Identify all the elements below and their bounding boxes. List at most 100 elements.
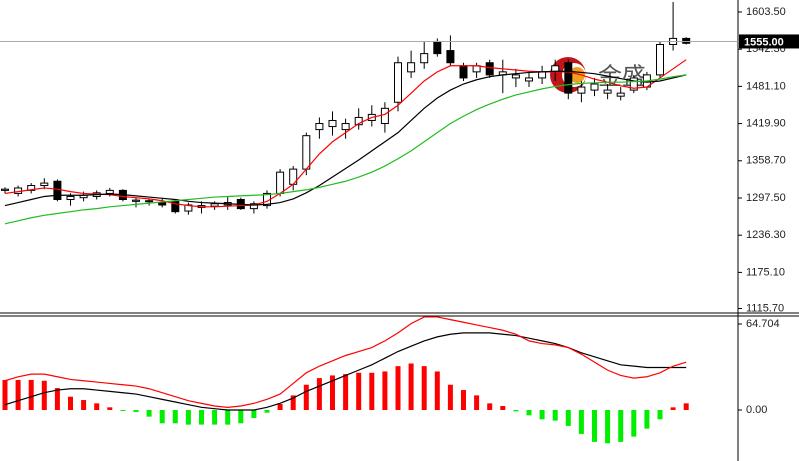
histogram-bar [343,374,349,410]
candle-body [459,65,468,79]
histogram-bar [500,406,506,410]
histogram-bar [487,403,493,410]
histogram-bar [382,371,388,410]
histogram-bar [434,371,440,410]
candle-body [538,71,547,79]
histogram-bar [54,388,60,410]
candle-body [132,199,140,202]
histogram-bar [199,409,204,425]
histogram-bar [15,379,21,410]
candle-body [616,92,625,97]
indicator-line [4,59,687,208]
histogram-bar [578,409,584,434]
y-tick-label: 1236.30 [746,229,786,241]
histogram-bar [474,395,480,410]
candle-body [328,119,337,128]
candle-body [629,77,638,91]
candle-body [394,62,402,103]
candle-body [433,40,442,55]
histogram-bar [330,375,335,410]
candle-body [66,195,75,201]
histogram-bar [225,409,231,425]
histogram-bar [447,384,453,410]
histogram-bar [94,403,100,410]
histogram-bar [565,409,571,426]
candle-body [171,200,180,213]
histogram-bar [618,409,624,442]
histogram-bar [264,409,270,413]
y-tick-label: 0.00 [746,404,767,416]
histogram-bar [212,409,218,425]
candle-body [380,107,389,125]
histogram-bar [68,396,73,410]
histogram-bar [552,409,558,421]
y-tick-label: 1358.70 [746,155,786,167]
current-price-box [739,34,799,49]
indicator-line [4,70,687,207]
candle-body [210,203,219,207]
histogram-bar [303,384,309,410]
histogram-bar [28,379,34,410]
candle-body [27,185,36,191]
histogram-bar [605,409,611,444]
histogram-bar [683,403,689,410]
logo-dot [569,67,585,83]
histogram-bar [159,409,165,424]
histogram-bar [513,409,519,412]
indicator-line [4,316,687,408]
candle-body [315,123,324,131]
candle-body [511,74,520,79]
candle-body [53,180,62,201]
histogram-bar [526,409,532,416]
histogram-bar [2,379,8,410]
histogram-bar [146,409,152,417]
candle-body [590,83,599,91]
histogram-bar [81,400,87,410]
candle-body [682,37,691,44]
histogram-bar [539,409,545,420]
candle-body [656,43,664,76]
candle-body [184,204,193,212]
candle-body [603,89,612,94]
y-tick-label: 64.704 [746,318,780,330]
histogram-bar [120,409,126,411]
histogram-bar [369,372,375,410]
candle-body [105,189,114,194]
histogram-bar [670,407,676,410]
histogram-bar [421,366,427,410]
y-tick-label: 1175.10 [746,266,785,278]
y-tick-label: 1481.10 [746,80,786,92]
candle-body [40,182,49,187]
candle-body [354,116,363,126]
y-tick-label: 1603.50 [746,6,786,18]
current-price-label: 1555.00 [744,36,784,48]
candle-body [341,123,350,131]
candle-body [249,203,258,210]
histogram-bar [395,366,401,410]
candle-body [1,188,9,191]
histogram-bar [238,409,244,424]
histogram-bar [107,407,113,410]
histogram-bar [41,380,47,410]
indicator-line [4,74,687,225]
candle-body [145,200,154,203]
histogram-bar [133,409,139,412]
y-tick-label: 1297.50 [746,192,786,204]
candle-body [302,135,311,170]
histogram-bar [290,395,296,410]
y-tick-label: 1115.70 [746,302,784,314]
histogram-bar [277,404,283,410]
candle-body [276,171,285,194]
candle-body [420,53,429,64]
histogram-bar [657,409,663,420]
histogram-bar [356,372,362,410]
histogram-bar [251,409,257,418]
candle-body [525,77,533,82]
histogram-bar [408,363,414,410]
y-tick-label: 1419.90 [746,117,786,129]
histogram-bar [631,409,637,437]
histogram-bar [592,409,597,442]
histogram-bar [461,390,466,410]
